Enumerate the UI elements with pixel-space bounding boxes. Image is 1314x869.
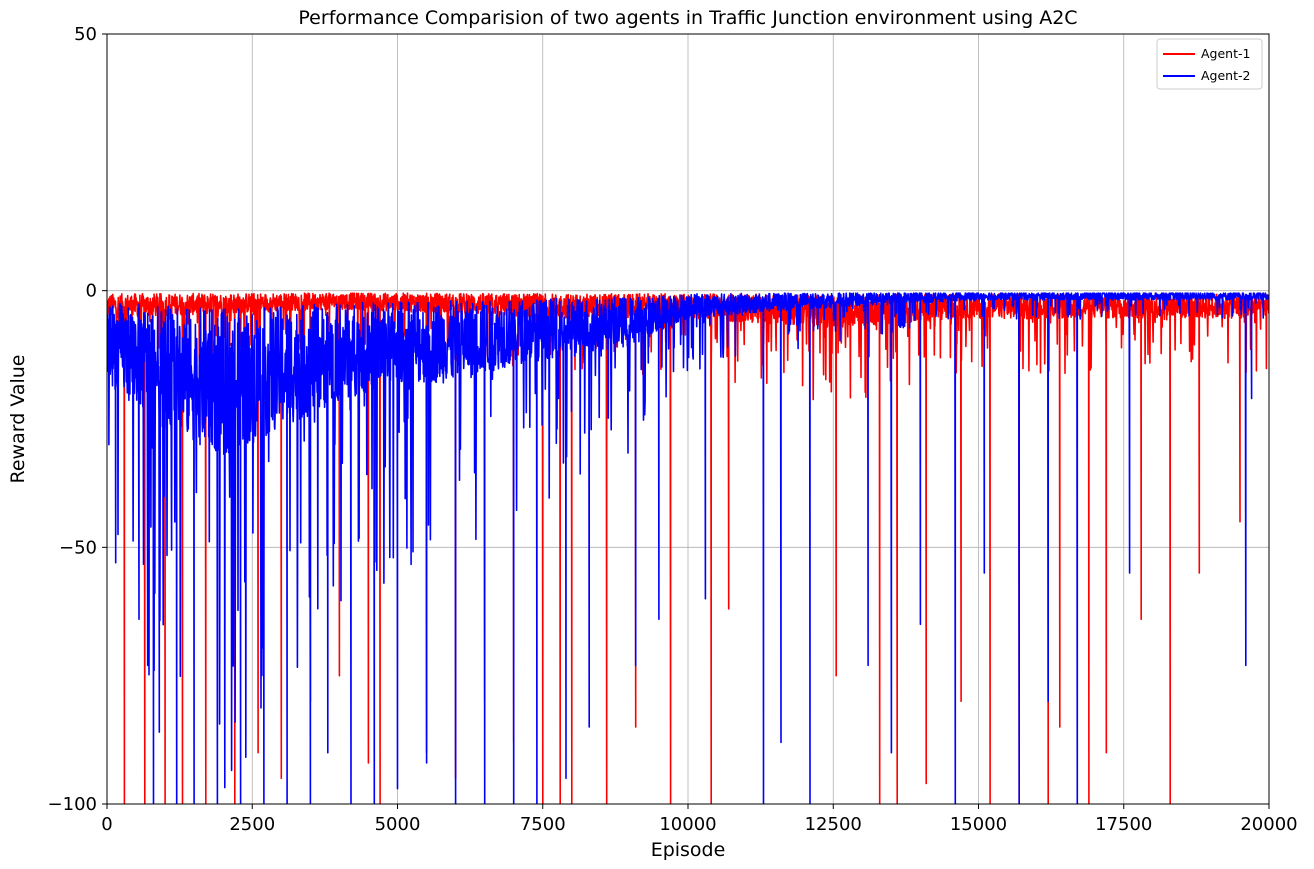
x-tick-label: 17500 — [1095, 814, 1152, 835]
x-tick-label: 0 — [101, 814, 112, 835]
y-tick-label: 0 — [86, 281, 97, 302]
x-tick-label: 20000 — [1240, 814, 1297, 835]
x-axis: 0 2500 5000 7500 10000 12500 15000 17500 20000 — [101, 804, 1298, 835]
x-tick-label: 5000 — [375, 814, 421, 835]
x-tick-label: 15000 — [950, 814, 1007, 835]
y-axis-label: Reward Value — [7, 355, 29, 484]
legend-label-agent-2: Agent-2 — [1201, 68, 1250, 83]
plot-series — [107, 292, 1269, 804]
chart-title: Performance Comparision of two agents in… — [298, 7, 1077, 29]
x-axis-label: Episode — [651, 839, 726, 861]
x-tick-label: 2500 — [229, 814, 275, 835]
series-line-agent-2 — [107, 292, 1269, 804]
y-tick-label: 50 — [74, 24, 97, 45]
x-tick-label: 12500 — [805, 814, 862, 835]
legend-label-agent-1: Agent-1 — [1201, 46, 1250, 61]
x-tick-label: 10000 — [659, 814, 716, 835]
x-tick-label: 7500 — [520, 814, 566, 835]
y-tick-label: −100 — [48, 794, 97, 815]
y-tick-label: −50 — [59, 537, 97, 558]
y-axis: −100 −50 0 50 — [48, 24, 107, 815]
legend: Agent-1 Agent-2 — [1156, 38, 1263, 90]
